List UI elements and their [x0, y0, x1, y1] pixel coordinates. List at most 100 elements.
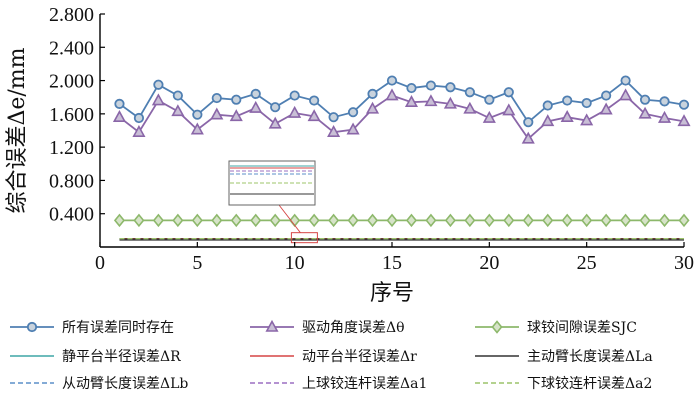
- legend-item-6: 主动臂长度误差ΔLa: [475, 349, 653, 365]
- series-3-point: [347, 213, 359, 228]
- series-1-point: [601, 90, 612, 101]
- series-2-point: [307, 109, 321, 122]
- series-1-point: [270, 102, 281, 113]
- y-tick-label: 1.600: [49, 104, 94, 126]
- series-3-point: [211, 213, 223, 228]
- series-3-point: [386, 213, 398, 228]
- x-tick-label: 20: [479, 252, 499, 274]
- series-1-point: [581, 97, 592, 109]
- series-2-point: [151, 93, 165, 106]
- series-1-point: [153, 79, 164, 90]
- y-axis-label: 综合误差Δe/mm: [5, 47, 30, 213]
- series-2-point: [541, 114, 555, 127]
- series-2-point: [385, 88, 399, 101]
- legend-label: 下球铰连杆误差Δa2: [527, 376, 652, 392]
- series-3-point: [191, 213, 203, 228]
- series-3-point: [133, 213, 145, 228]
- plot-area: [99, 14, 691, 248]
- legend-swatch-marker: [26, 321, 38, 333]
- series-1-point: [114, 98, 125, 109]
- series-3-point: [620, 213, 632, 228]
- legend-label: 驱动角度误差Δθ: [302, 320, 405, 336]
- series-1-point: [542, 100, 553, 111]
- series-3-point: [328, 213, 340, 228]
- y-tick-label: 2.800: [49, 4, 94, 26]
- series-2-point: [560, 110, 574, 122]
- series-3-point: [172, 213, 184, 228]
- series-3-point: [113, 213, 126, 228]
- series-1-point: [328, 112, 339, 123]
- legend-item-3: 球铰间隙误差SJC: [475, 320, 637, 336]
- series-3-point: [503, 213, 515, 228]
- zoom-connector: [278, 204, 301, 233]
- series-1-point: [172, 90, 183, 101]
- series-3-point: [308, 213, 320, 228]
- legend-item-5: 动平台半径误差Δr: [250, 349, 417, 365]
- series-1-point: [503, 87, 514, 98]
- legend-label: 动平台半径误差Δr: [302, 349, 417, 365]
- series-2-point: [482, 110, 496, 123]
- series-1-point: [678, 99, 690, 110]
- series-3-point: [639, 213, 651, 228]
- series-3-point: [561, 213, 573, 228]
- series-1-point: [133, 112, 145, 124]
- series-1-point: [659, 96, 670, 107]
- legend-label: 上球铰连杆误差Δa1: [302, 376, 427, 392]
- series-2-point: [346, 122, 360, 135]
- series-2-point: [677, 114, 691, 127]
- series-3-point: [269, 213, 281, 228]
- series-3-point: [405, 213, 418, 228]
- zoom-inset: [228, 160, 318, 244]
- ticks: 0.400 0.800 1.200 1.600 2.000 2.400 2.800 0 5 10 1…: [49, 4, 694, 274]
- series-2-point: [210, 107, 224, 120]
- series-3-point: [464, 213, 476, 228]
- series-1-point: [386, 75, 398, 86]
- series-2-point: [599, 102, 613, 115]
- series-1-point: [484, 94, 495, 105]
- series-3-point: [522, 213, 534, 228]
- series-2-point: [327, 124, 341, 137]
- legend-item-9: 下球铰连杆误差Δa2: [475, 376, 652, 392]
- series-1-point: [562, 95, 573, 106]
- series-1-point: [211, 92, 222, 104]
- series-2-line: [118, 94, 685, 141]
- series-1-point: [367, 88, 378, 99]
- series-3-point: [658, 213, 671, 228]
- series-2-point: [404, 95, 419, 108]
- series-3-point: [600, 213, 612, 228]
- y-tick-label: 0.800: [49, 170, 94, 192]
- series-1-line: [118, 79, 685, 124]
- legend-item-7: 从动臂长度误差ΔLb: [10, 376, 188, 392]
- legend-label: 所有误差同时存在: [62, 320, 174, 336]
- series-1: [114, 75, 690, 128]
- series-1-point: [445, 82, 456, 93]
- series-3-point: [366, 213, 379, 228]
- series-1-point: [347, 107, 359, 118]
- x-axis-label: 序号: [370, 281, 414, 306]
- series-3-point: [250, 213, 262, 228]
- series-1-point: [464, 87, 475, 98]
- series-3: [113, 213, 690, 228]
- legend-label: 从动臂长度误差ΔLb: [62, 376, 188, 392]
- series-2-point: [424, 94, 438, 107]
- legend-item-4: 静平台半径误差ΔR: [10, 349, 181, 365]
- series-3-point: [483, 213, 495, 228]
- x-tick-label: 0: [95, 252, 105, 274]
- series-2-point: [190, 122, 204, 135]
- legend-label: 球铰间隙误差SJC: [527, 320, 637, 336]
- series-2-point: [132, 124, 146, 137]
- series-3-point: [678, 213, 690, 228]
- legend-item-8: 上球铰连杆误差Δa1: [250, 376, 427, 392]
- series-2-point: [638, 106, 652, 119]
- series-1-point: [639, 94, 651, 105]
- legend-swatch-marker: [265, 319, 279, 332]
- series-1-point: [309, 95, 320, 106]
- series-3-point: [230, 213, 242, 228]
- series-2-point: [288, 105, 302, 118]
- legend: 所有误差同时存在 驱动角度误差Δθ 球铰间隙误差SJC 静平台半径误差ΔR 动平台半径误…: [10, 319, 653, 392]
- y-tick-label: 2.400: [49, 37, 94, 59]
- y-tick-label: 2.000: [49, 71, 94, 93]
- series-1-point: [250, 88, 261, 99]
- x-tick-label: 25: [577, 252, 597, 274]
- series-2-point: [112, 110, 127, 122]
